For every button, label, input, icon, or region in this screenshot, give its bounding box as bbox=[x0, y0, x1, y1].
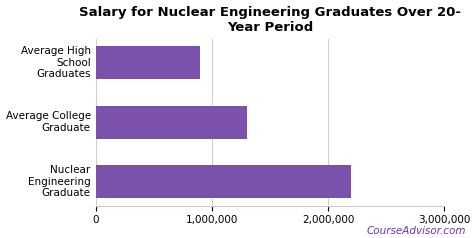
Title: Salary for Nuclear Engineering Graduates Over 20-
Year Period: Salary for Nuclear Engineering Graduates… bbox=[79, 5, 461, 34]
Text: CourseAdvisor.com: CourseAdvisor.com bbox=[367, 226, 466, 236]
Bar bbox=[96, 46, 200, 79]
Bar bbox=[96, 106, 247, 139]
Bar bbox=[96, 165, 351, 198]
